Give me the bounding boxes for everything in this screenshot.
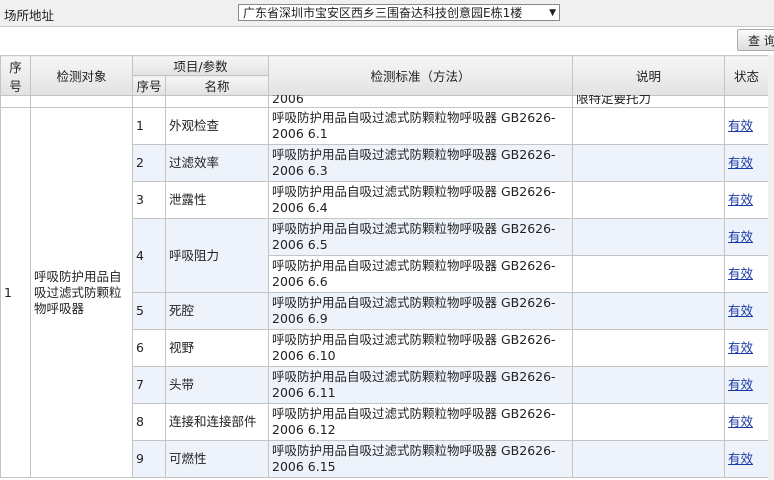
table-row: 2006 限特定要托力: [0, 95, 769, 108]
item-name-cell: 外观检查: [165, 107, 269, 145]
note-cell: [572, 218, 725, 256]
note-cell: [572, 403, 725, 441]
status-cell: 有效: [724, 366, 769, 404]
item-seq-cell: 1: [132, 107, 166, 145]
standard-cell: 呼吸防护用品自吸过滤式防颗粒物呼吸器 GB2626-2006 6.9: [268, 292, 573, 330]
status-link[interactable]: 有效: [728, 155, 754, 170]
status-cell: 有效: [724, 329, 769, 367]
item-seq-cell: 6: [132, 329, 166, 367]
status-link[interactable]: 有效: [728, 377, 754, 392]
object-cell: 呼吸防护用品自吸过滤式防颗粒物呼吸器: [30, 107, 133, 478]
status-cell: 有效: [724, 403, 769, 441]
standard-cell: 呼吸防护用品自吸过滤式防颗粒物呼吸器 GB2626-2006 6.12: [268, 403, 573, 441]
item-seq-cell: 7: [132, 366, 166, 404]
table-row: 呼吸防护用品自吸过滤式防颗粒物呼吸器 GB2626-2006 6.6 有效: [1, 255, 769, 293]
item-name-cell: 死腔: [165, 292, 269, 330]
item-name-cell: 头带: [165, 366, 269, 404]
status-cell: 有效: [724, 440, 769, 478]
table-row: 8 连接和连接部件 呼吸防护用品自吸过滤式防颗粒物呼吸器 GB2626-2006 6…: [1, 403, 769, 441]
note-cell: [572, 255, 725, 293]
status-link[interactable]: 有效: [728, 303, 754, 318]
status-link[interactable]: 有效: [728, 229, 754, 244]
item-seq-cell: 3: [132, 181, 166, 219]
status-link[interactable]: 有效: [728, 451, 754, 466]
item-name-cell: 过滤效率: [165, 144, 269, 182]
item-seq-cell: 9: [132, 440, 166, 478]
note-cell: [572, 144, 725, 182]
status-cell: 有效: [724, 144, 769, 182]
table-row: 6 视野 呼吸防护用品自吸过滤式防颗粒物呼吸器 GB2626-2006 6.10 有效: [1, 329, 769, 367]
item-name-cell: 视野: [165, 329, 269, 367]
status-cell: 有效: [724, 107, 769, 145]
note-cell: [572, 292, 725, 330]
table-rows: 2006 限特定要托力 1 呼吸防护用品自吸过滤式防颗粒物呼吸器 1 外观检查 呼吸防护用品…: [0, 95, 769, 478]
address-value: 广东省深圳市宝安区西乡三围奋达科技创意园E栋1楼: [243, 6, 523, 20]
cell: [724, 95, 769, 108]
standard-cell: 呼吸防护用品自吸过滤式防颗粒物呼吸器 GB2626-2006 6.1: [268, 107, 573, 145]
header-cell: 说明: [572, 55, 725, 96]
scrollbar: [768, 55, 774, 480]
standard-cell: 呼吸防护用品自吸过滤式防颗粒物呼吸器 GB2626-2006 6.15: [268, 440, 573, 478]
table-row: 7 头带 呼吸防护用品自吸过滤式防颗粒物呼吸器 GB2626-2006 6.11 有效: [1, 366, 769, 404]
item-name-cell: 连接和连接部件: [165, 403, 269, 441]
standard-cell: 呼吸防护用品自吸过滤式防颗粒物呼吸器 GB2626-2006 6.11: [268, 366, 573, 404]
header-cell: 项目/参数: [132, 55, 269, 76]
header-cell: 序号: [132, 75, 166, 96]
standard-cell: 呼吸防护用品自吸过滤式防颗粒物呼吸器 GB2626-2006 6.5: [268, 218, 573, 256]
standard-cell: 2006: [268, 95, 573, 108]
table-row: 1 呼吸防护用品自吸过滤式防颗粒物呼吸器 1 外观检查 呼吸防护用品自吸过滤式防颗粒物呼…: [0, 107, 769, 478]
status-cell: 有效: [724, 181, 769, 219]
status-cell: 有效: [724, 218, 769, 256]
cell: [132, 95, 166, 108]
standard-cell: 呼吸防护用品自吸过滤式防颗粒物呼吸器 GB2626-2006 6.6: [268, 255, 573, 293]
status-link[interactable]: 有效: [728, 414, 754, 429]
header-cell: 序号: [0, 55, 31, 96]
item-seq-cell: 2: [132, 144, 166, 182]
note-cell: [572, 440, 725, 478]
item-seq-cell: 4: [132, 218, 166, 293]
note-cell: [572, 329, 725, 367]
table-body: 2006 限特定要托力 1 呼吸防护用品自吸过滤式防颗粒物呼吸器 1 外观检查 呼吸防护用品…: [0, 95, 774, 480]
status-link[interactable]: 有效: [728, 118, 754, 133]
address-select[interactable]: 广东省深圳市宝安区西乡三围奋达科技创意园E栋1楼 ▼: [238, 4, 560, 21]
note-cell: [572, 181, 725, 219]
header-cell: 检测对象: [30, 55, 133, 96]
table-row: 9 可燃性 呼吸防护用品自吸过滤式防颗粒物呼吸器 GB2626-2006 6.15 有…: [1, 440, 769, 478]
item-seq-cell: 5: [132, 292, 166, 330]
note-cell: 限特定要托力: [572, 95, 725, 108]
filter-bar: 场所地址 广东省深圳市宝安区西乡三围奋达科技创意园E栋1楼 ▼: [0, 0, 774, 27]
item-name-cell: 可燃性: [165, 440, 269, 478]
standard-cell: 呼吸防护用品自吸过滤式防颗粒物呼吸器 GB2626-2006 6.4: [268, 181, 573, 219]
status-cell: 有效: [724, 255, 769, 293]
header-cell: 名称: [165, 75, 269, 96]
filter-label: 场所地址: [4, 8, 55, 23]
standard-cell: 呼吸防护用品自吸过滤式防颗粒物呼吸器 GB2626-2006 6.10: [268, 329, 573, 367]
item-seq-cell: 8: [132, 403, 166, 441]
table-header: 序号 检测对象 项目/参数 检测标准（方法） 说明 状态 序号 名称: [0, 55, 769, 96]
status-link[interactable]: 有效: [728, 192, 754, 207]
note-cell: [572, 107, 725, 145]
standard-cell: 呼吸防护用品自吸过滤式防颗粒物呼吸器 GB2626-2006 6.3: [268, 144, 573, 182]
cell: [0, 95, 31, 108]
note-cell: [572, 366, 725, 404]
query-button[interactable]: 查 询: [737, 29, 774, 51]
dropdown-arrow: ▼: [549, 8, 556, 18]
item-name-cell: 泄露性: [165, 181, 269, 219]
status-cell: 有效: [724, 292, 769, 330]
table-row: 3 泄露性 呼吸防护用品自吸过滤式防颗粒物呼吸器 GB2626-2006 6.4 有效: [1, 181, 769, 219]
status-link[interactable]: 有效: [728, 266, 754, 281]
status-link[interactable]: 有效: [728, 340, 754, 355]
item-name-cell: 呼吸阻力: [165, 218, 269, 293]
header-cell: 检测标准（方法）: [268, 55, 573, 96]
cell: [30, 95, 133, 108]
group-seq-cell: 1: [0, 107, 31, 478]
table-row: 2 过滤效率 呼吸防护用品自吸过滤式防颗粒物呼吸器 GB2626-2006 6.3 有…: [1, 144, 769, 182]
header-cell: 状态: [724, 55, 769, 96]
cell: [165, 95, 269, 108]
